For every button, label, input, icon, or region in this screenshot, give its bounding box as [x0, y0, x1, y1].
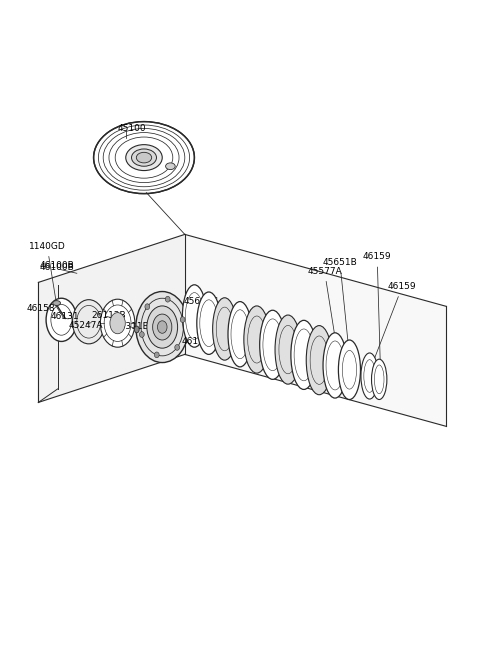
- Ellipse shape: [134, 326, 139, 333]
- Text: 45644: 45644: [244, 340, 272, 350]
- Ellipse shape: [165, 297, 170, 302]
- Ellipse shape: [110, 313, 125, 334]
- Ellipse shape: [182, 285, 206, 347]
- Ellipse shape: [291, 320, 317, 390]
- Ellipse shape: [136, 152, 152, 163]
- Ellipse shape: [372, 359, 387, 400]
- Ellipse shape: [306, 325, 332, 395]
- Ellipse shape: [228, 302, 252, 367]
- Ellipse shape: [213, 298, 237, 360]
- Ellipse shape: [180, 317, 185, 323]
- Text: 26112B: 26112B: [91, 310, 126, 319]
- Ellipse shape: [126, 144, 162, 171]
- Text: 46131: 46131: [50, 312, 79, 321]
- Text: 46100B: 46100B: [39, 264, 74, 272]
- Ellipse shape: [175, 344, 180, 350]
- Ellipse shape: [338, 340, 360, 400]
- Ellipse shape: [145, 304, 150, 310]
- Ellipse shape: [197, 292, 221, 354]
- Ellipse shape: [100, 299, 135, 347]
- Ellipse shape: [72, 300, 105, 344]
- Ellipse shape: [157, 321, 167, 333]
- Ellipse shape: [139, 332, 144, 337]
- Text: 46158: 46158: [26, 304, 61, 314]
- Text: 45643C: 45643C: [183, 297, 218, 314]
- Ellipse shape: [132, 149, 156, 166]
- Text: 45527A: 45527A: [215, 340, 250, 354]
- Ellipse shape: [275, 315, 301, 384]
- Text: 45651B: 45651B: [323, 258, 357, 363]
- Text: 46159: 46159: [372, 282, 417, 365]
- Ellipse shape: [153, 314, 172, 340]
- Text: 46159: 46159: [363, 253, 392, 373]
- Polygon shape: [38, 234, 185, 402]
- Ellipse shape: [260, 310, 286, 379]
- Ellipse shape: [166, 163, 175, 170]
- Text: 1140GD: 1140GD: [29, 242, 66, 302]
- Ellipse shape: [147, 306, 178, 348]
- Ellipse shape: [244, 306, 270, 373]
- Ellipse shape: [46, 298, 77, 341]
- Ellipse shape: [136, 291, 189, 363]
- Text: 46155: 46155: [170, 334, 210, 346]
- Ellipse shape: [155, 352, 159, 358]
- Ellipse shape: [94, 121, 194, 194]
- Text: 45311B: 45311B: [114, 321, 149, 331]
- Ellipse shape: [53, 300, 60, 306]
- Text: 46100B: 46100B: [39, 261, 74, 270]
- Text: 45100: 45100: [118, 124, 146, 133]
- Text: 45681: 45681: [269, 336, 298, 345]
- Text: 45577A: 45577A: [307, 267, 342, 359]
- Text: 45247A: 45247A: [68, 321, 103, 329]
- Ellipse shape: [323, 333, 347, 398]
- Ellipse shape: [361, 353, 378, 399]
- Polygon shape: [185, 234, 446, 426]
